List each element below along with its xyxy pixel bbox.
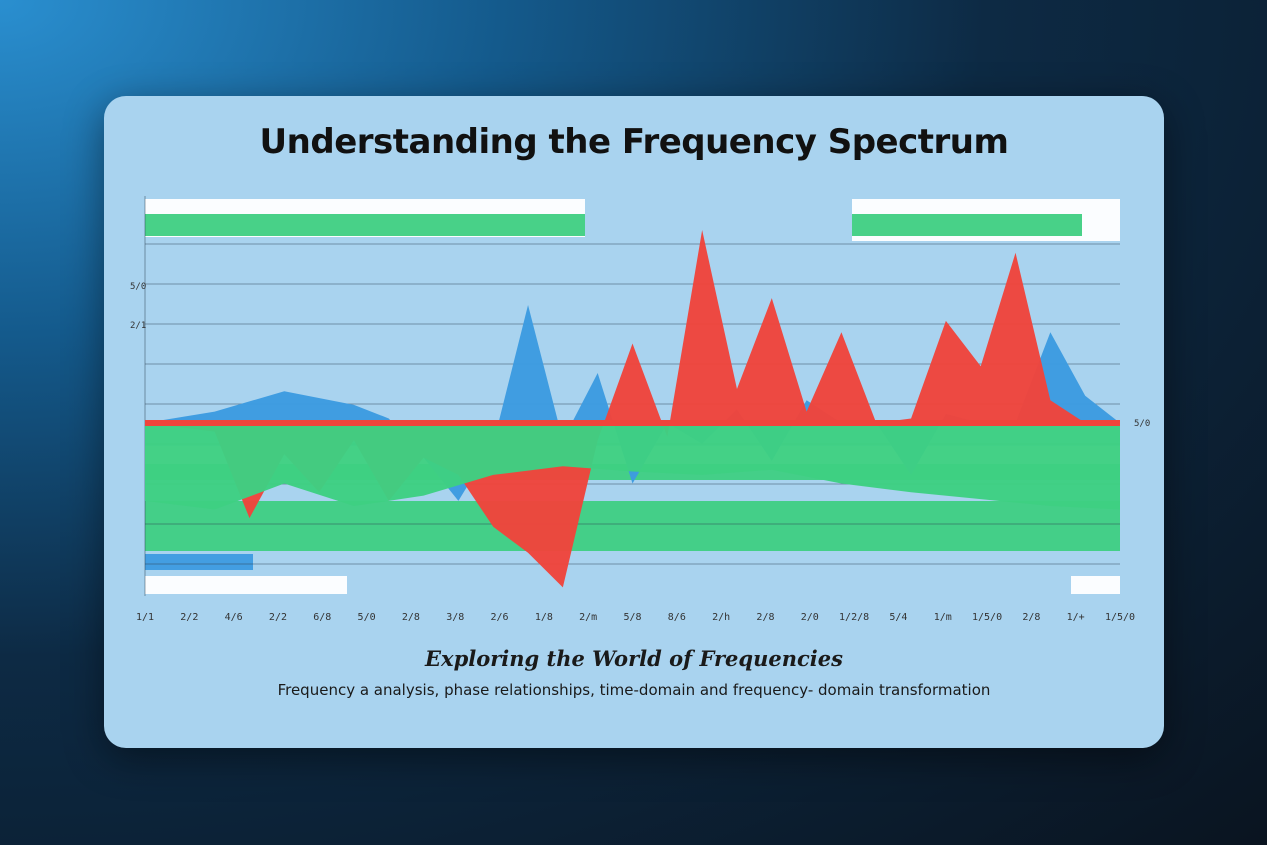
x-tick-label: 8/6 bbox=[668, 612, 686, 623]
x-tick-label: 2/8 bbox=[402, 612, 420, 623]
y-tick-label: 2/1 bbox=[130, 321, 146, 331]
x-tick-label: 3/8 bbox=[446, 612, 464, 623]
x-tick-label: 1/1 bbox=[136, 612, 154, 623]
x-tick-label: 5/4 bbox=[889, 612, 907, 623]
x-tick-label: 2/m bbox=[579, 612, 597, 623]
background-band bbox=[1071, 576, 1120, 594]
frequency-chart: 1/1 2/2 4/6 2/2 6/8 5/0 2/8 3/8 2/6 1/8 2/m 5/8 8/6 2… bbox=[130, 196, 1150, 623]
chart-title: Understanding the Frequency Spectrum bbox=[259, 122, 1009, 162]
background-band bbox=[145, 501, 1120, 551]
x-tick-label: 2/8 bbox=[1022, 612, 1040, 623]
x-tick-label: 1/m bbox=[934, 612, 952, 623]
x-tick-label: 2/h bbox=[712, 612, 730, 623]
x-tick-label: 6/8 bbox=[313, 612, 331, 623]
x-tick-label: 5/0 bbox=[358, 612, 376, 623]
x-tick-label: 4/6 bbox=[225, 612, 243, 623]
chart-subtitle: Exploring the World of Frequencies bbox=[425, 646, 843, 671]
x-tick-label: 1/2/8 bbox=[839, 612, 869, 623]
background-band bbox=[145, 214, 585, 236]
x-tick-label: 1/5/0 bbox=[1105, 612, 1135, 623]
x-tick-label: 2/2 bbox=[269, 612, 287, 623]
x-tick-label: 2/2 bbox=[180, 612, 198, 623]
x-tick-label: 1/+ bbox=[1067, 612, 1085, 623]
background-band bbox=[145, 554, 253, 570]
chart-card: Understanding the Frequency Spectrum 1/1… bbox=[104, 96, 1164, 748]
y-tick-label: 5/0 bbox=[1134, 419, 1150, 429]
background-band bbox=[852, 214, 1082, 236]
x-tick-label: 2/0 bbox=[801, 612, 819, 623]
chart-caption: Frequency a analysis, phase relationship… bbox=[277, 681, 991, 699]
background-band bbox=[145, 576, 347, 594]
x-tick-label: 1/5/0 bbox=[972, 612, 1002, 623]
x-tick-label: 1/8 bbox=[535, 612, 553, 623]
x-tick-label: 5/8 bbox=[623, 612, 641, 623]
y-tick-label: 5/0 bbox=[130, 282, 146, 292]
x-tick-label: 2/8 bbox=[756, 612, 774, 623]
series-area-3 bbox=[145, 423, 1120, 510]
x-tick-label: 2/6 bbox=[491, 612, 509, 623]
